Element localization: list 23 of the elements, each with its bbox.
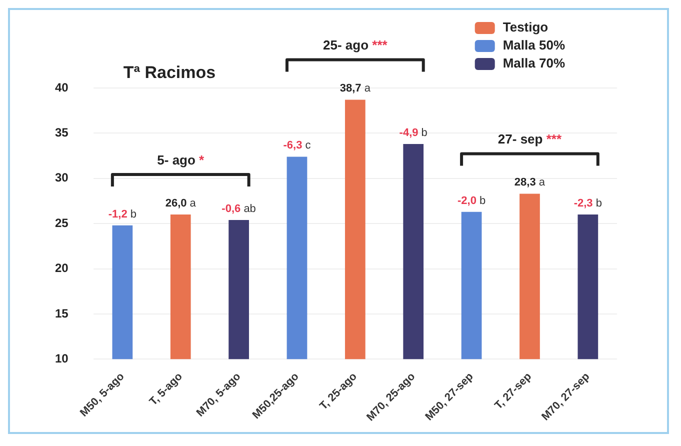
annotation: -1,2 b (108, 208, 137, 220)
annotation: 5- ago * (157, 152, 206, 168)
text: 25- ago *** (323, 38, 388, 53)
annotation: -6,3 c (283, 140, 312, 152)
y-tick-label: 20 (54, 261, 69, 276)
annotation: -0,6 ab (222, 202, 256, 215)
annotation: -2,3 b (574, 198, 602, 210)
annotation: 27- sep *** (498, 132, 562, 147)
y-tick-label: 40 (54, 80, 69, 94)
data-label: 38,7 a (340, 82, 372, 95)
y-tick-label: 35 (54, 126, 69, 140)
annotation: -4,9 b (399, 127, 428, 140)
legend-label: Malla 50% (502, 38, 566, 53)
y-tick-label: 10 (54, 351, 69, 366)
y-tick-label: 30 (54, 170, 69, 185)
annotation: -2,0 b (457, 194, 486, 207)
data-label: 28,3 a (514, 176, 546, 189)
data-label: 26,0 a (165, 198, 197, 210)
legend-label: Malla 70% (502, 56, 566, 71)
chart-title: Tª Racimos (123, 63, 216, 82)
legend-label: Testigo (502, 20, 548, 35)
y-tick-label: 25 (54, 216, 69, 230)
y-tick-label: 15 (54, 306, 69, 320)
